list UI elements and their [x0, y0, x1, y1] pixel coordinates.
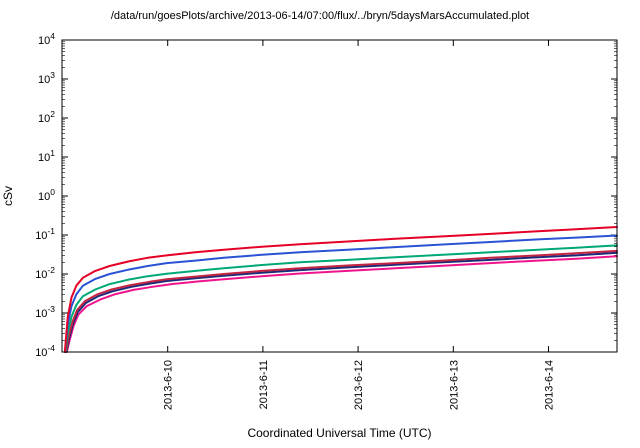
svg-text:103: 103	[38, 70, 55, 86]
svg-text:2013-6-13: 2013-6-13	[448, 360, 460, 410]
y-axis-label: cSv	[1, 186, 15, 207]
svg-text:104: 104	[38, 31, 55, 47]
svg-text:10-4: 10-4	[35, 343, 55, 359]
x-axis-label: Coordinated Universal Time (UTC)	[247, 426, 432, 440]
svg-text:2013-6-14: 2013-6-14	[544, 360, 556, 410]
svg-text:101: 101	[38, 148, 55, 164]
chart-title: /data/run/goesPlots/archive/2013-06-14/0…	[110, 10, 530, 22]
svg-text:2013-6-12: 2013-6-12	[353, 360, 365, 410]
svg-text:10-1: 10-1	[35, 226, 55, 242]
svg-text:102: 102	[38, 109, 55, 125]
svg-text:10-2: 10-2	[35, 265, 55, 281]
svg-text:100: 100	[38, 187, 55, 203]
svg-text:2013-6-10: 2013-6-10	[163, 360, 175, 410]
svg-text:2013-6-11: 2013-6-11	[258, 360, 270, 409]
svg-text:10-3: 10-3	[35, 304, 55, 320]
